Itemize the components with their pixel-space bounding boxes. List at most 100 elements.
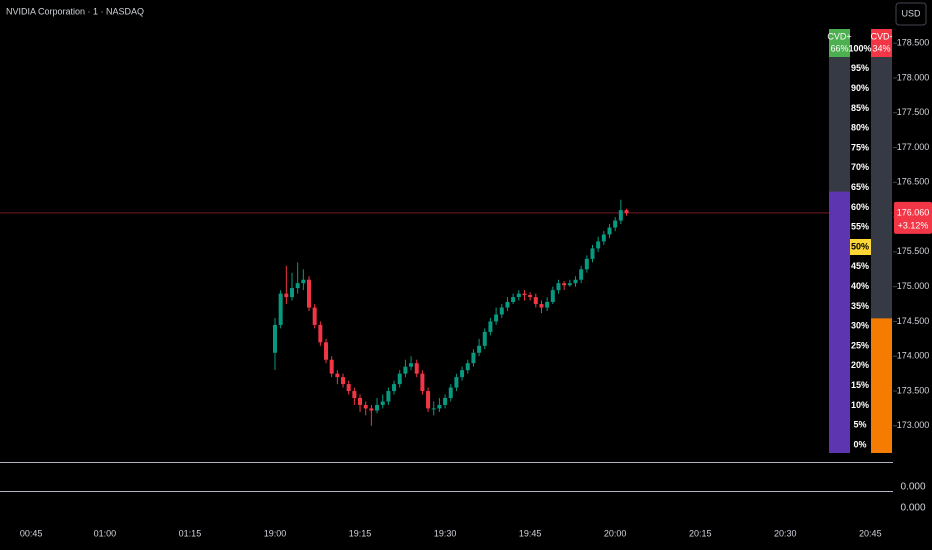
x-tick-label: 19:00 (264, 528, 287, 538)
gauge-tick-label: 35% (851, 301, 869, 311)
gauge-tick-label: 95% (851, 63, 869, 73)
candle-body (443, 397, 448, 405)
candle-body (596, 241, 601, 249)
candle-body (392, 384, 397, 392)
candle-body (272, 324, 277, 353)
x-tick-label: 20:30 (774, 528, 797, 538)
x-tick-label: 20:15 (689, 528, 712, 538)
candle-body (295, 283, 300, 289)
candle-body (573, 279, 578, 284)
y-tick-label: 174.000 (897, 351, 930, 361)
x-tick-label: 19:45 (519, 528, 542, 538)
candle-body (511, 297, 516, 302)
candle-body (409, 363, 414, 367)
gauge-name: CVD- (871, 31, 893, 41)
x-tick-label: 20:45 (859, 528, 882, 538)
candle-body (482, 331, 487, 346)
candle-body (607, 227, 612, 235)
candle-body (601, 234, 606, 242)
candle-body (618, 210, 623, 221)
candle-body (528, 295, 533, 298)
gauge-tick-label: 15% (851, 380, 869, 390)
candle-body (488, 321, 493, 332)
gauge-tick-label: 80% (851, 123, 869, 133)
pane-value-label: 0.000 (900, 482, 925, 493)
candle-body (414, 363, 419, 374)
candle-body (341, 377, 346, 385)
x-tick-label: 00:45 (20, 528, 43, 538)
candle-body (448, 387, 453, 398)
gauge-tick-label: 0% (853, 439, 866, 449)
candle-body (556, 283, 561, 291)
currency-label[interactable]: USD (901, 8, 921, 18)
candle-body (352, 391, 357, 398)
gauge-tick-label: 100% (848, 43, 871, 53)
candle-body (312, 307, 317, 325)
candle-body (403, 366, 408, 374)
y-tick-label: 175.500 (897, 246, 930, 256)
candle-body (460, 370, 465, 378)
candle-body (550, 290, 555, 302)
candle-body (624, 210, 629, 213)
gauge-value-label: 34% (872, 43, 890, 53)
candle-body (307, 279, 312, 308)
y-tick-label: 175.000 (897, 281, 930, 291)
last-price-box (894, 201, 932, 234)
x-tick-label: 19:30 (434, 528, 457, 538)
x-tick-label: 01:15 (179, 528, 202, 538)
candle-body (375, 404, 380, 411)
gauge-highlight (850, 239, 871, 255)
gauge-tick-label: 20% (851, 360, 869, 370)
y-tick-label: 177.000 (897, 142, 930, 152)
gauge-tick-label: 70% (851, 162, 869, 172)
candle-body (465, 363, 470, 371)
y-tick-label: 178.500 (897, 38, 930, 48)
candle-body (499, 307, 504, 315)
candle-body (301, 279, 306, 284)
gauge-tick-label: 40% (851, 281, 869, 291)
gauge-tick-label: 10% (851, 400, 869, 410)
gauge-tick-label: 60% (851, 202, 869, 212)
candle-body (613, 220, 618, 228)
candle-body (431, 408, 436, 410)
candle-body (380, 401, 385, 405)
symbol-title: NVIDIA Corporation · 1 · NASDAQ (6, 6, 144, 16)
candle-body (584, 258, 589, 270)
candle-body (335, 373, 340, 378)
gauge-tick-label: 30% (851, 321, 869, 331)
candle-body (289, 288, 294, 298)
gauge-header (829, 29, 850, 57)
x-tick-label: 01:00 (94, 528, 117, 538)
pane-value-label: 0.000 (900, 503, 925, 514)
candle-body (545, 301, 550, 308)
candle-body (579, 269, 584, 280)
candle-body (324, 342, 329, 360)
candle-body (505, 301, 510, 308)
gauge-tick-label: 75% (851, 142, 869, 152)
candle-body (329, 359, 334, 374)
candle-body (284, 293, 289, 298)
last-price-change: +3.12% (898, 220, 929, 230)
gauge-tick-label: 5% (853, 420, 866, 430)
y-tick-label: 178.000 (897, 72, 930, 82)
currency-button[interactable] (895, 2, 927, 26)
candle-body (522, 293, 527, 296)
y-tick-label: 174.500 (897, 316, 930, 326)
candle-body (516, 293, 521, 298)
candle-body (278, 293, 283, 325)
candle-body (318, 324, 323, 343)
gauge-name: CVD+ (827, 31, 851, 41)
candle-body (346, 384, 351, 392)
candle-body (477, 345, 482, 353)
candle-body (363, 404, 368, 409)
y-tick-label: 177.500 (897, 107, 930, 117)
gauge-tick-label: 25% (851, 340, 869, 350)
candle-body (437, 404, 442, 409)
candle-body (426, 391, 431, 409)
gauge-tick-label: 50% (851, 241, 869, 251)
gauge-fill (829, 191, 850, 453)
candle-body (358, 397, 363, 405)
